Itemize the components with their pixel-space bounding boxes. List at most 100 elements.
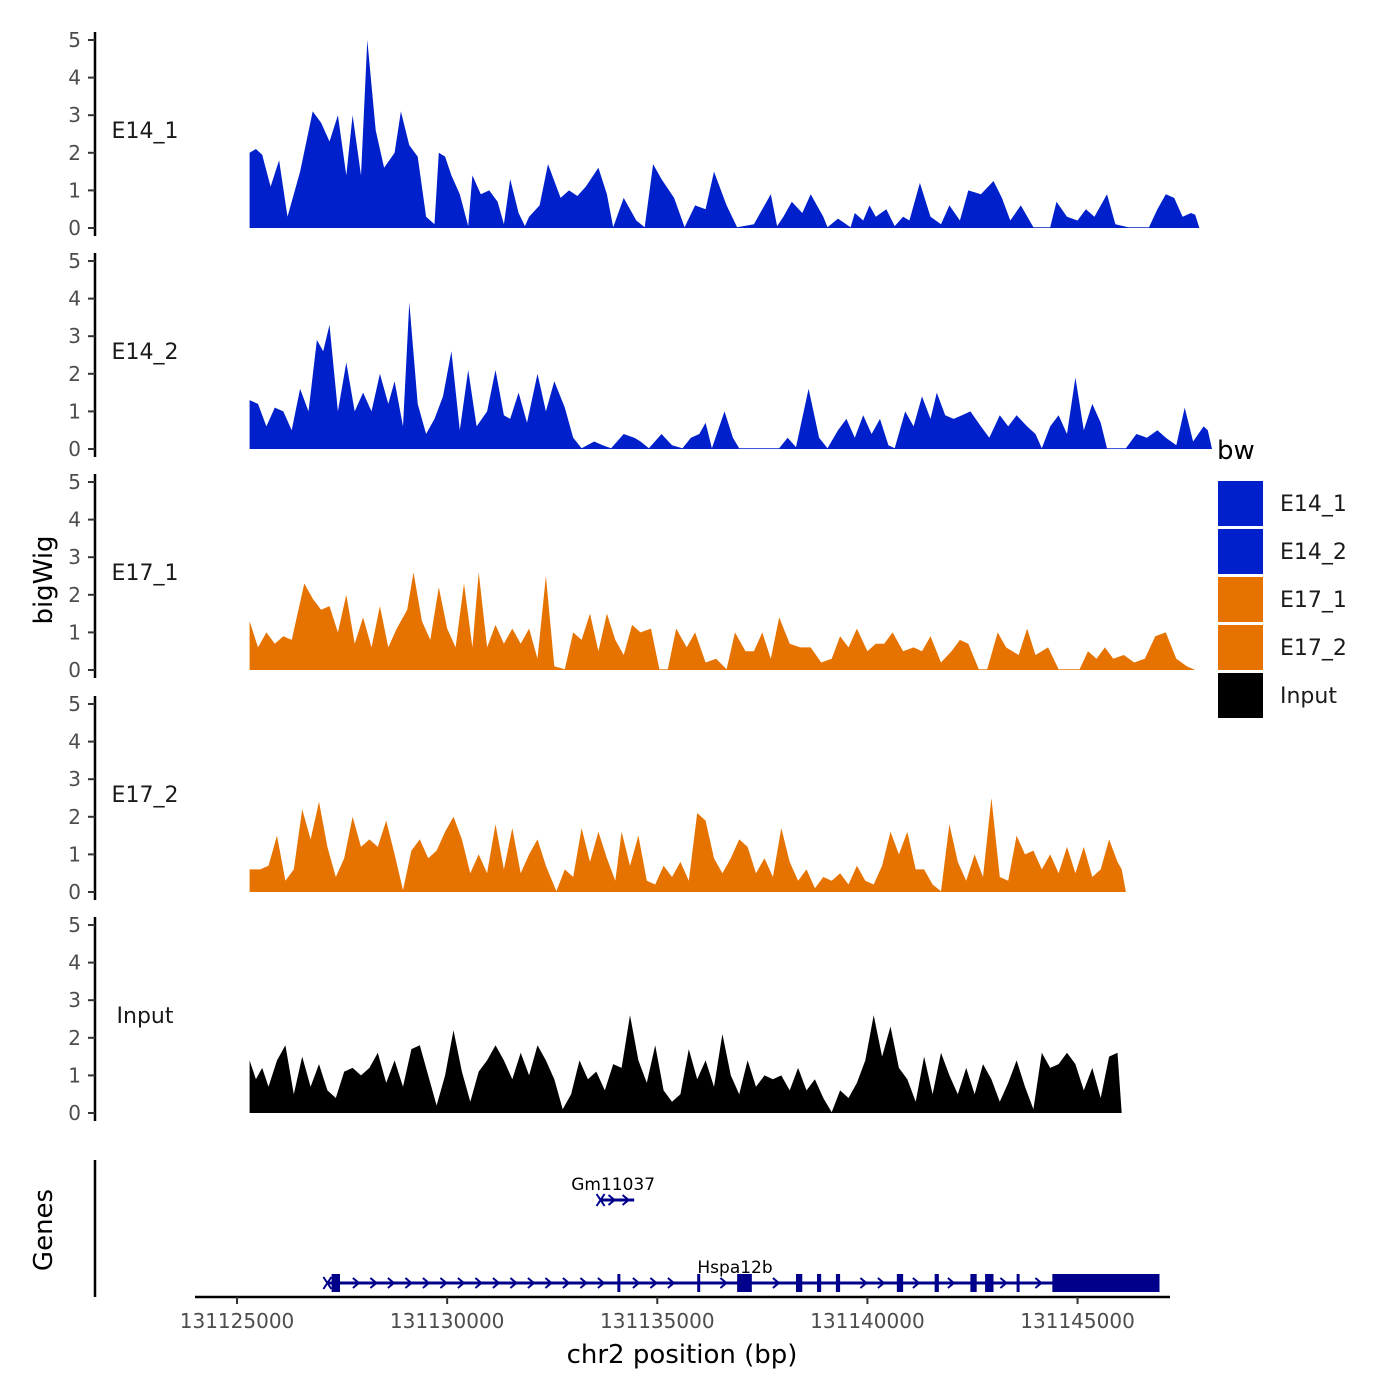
y-tick-label: 4 xyxy=(68,730,81,754)
y-tick-label: 3 xyxy=(68,988,81,1012)
strand-arrow xyxy=(719,1277,728,1289)
strand-arrow xyxy=(859,1277,868,1289)
track-e17-2: 0 1 2 3 4 5 E17_2 xyxy=(68,692,1126,904)
track-e17-1: 0 1 2 3 4 5 E17_1 xyxy=(68,470,1196,682)
strand-arrow xyxy=(562,1277,571,1289)
legend-label: E17_2 xyxy=(1280,636,1347,661)
strand-arrow xyxy=(492,1277,501,1289)
strand-arrow xyxy=(912,1277,921,1289)
strand-arrow xyxy=(1034,1277,1043,1289)
track-label: E14_2 xyxy=(112,340,179,365)
y-tick-label: 5 xyxy=(68,470,81,494)
legend-entry-E17_1: E17_1 xyxy=(1218,577,1347,622)
y-tick-label: 2 xyxy=(68,583,81,607)
y-tick-label: 4 xyxy=(68,287,81,311)
gene-exon xyxy=(697,1274,701,1292)
legend: bw E14_1 E14_2 E17_1 E17_2 Input xyxy=(1217,436,1347,718)
track-e14-1: 0 1 2 3 4 5 E14_1 xyxy=(68,28,1200,240)
strand-arrow xyxy=(352,1277,361,1289)
legend-swatch xyxy=(1218,625,1263,670)
y-tick-label: 4 xyxy=(68,508,81,532)
track-input: 0 1 2 3 4 5 Input xyxy=(68,913,1122,1125)
y-tick-label: 4 xyxy=(68,951,81,975)
legend-entry-E17_2: E17_2 xyxy=(1218,625,1347,670)
strand-arrow xyxy=(877,1277,886,1289)
y-tick-label: 2 xyxy=(68,141,81,165)
gene-exon xyxy=(617,1274,621,1292)
y-tick-label: 2 xyxy=(68,362,81,386)
track-label: Input xyxy=(117,1004,174,1029)
gene-exon xyxy=(331,1274,340,1292)
legend-label: Input xyxy=(1280,684,1337,709)
track-panels: 0 1 2 3 4 5 E14_1 0 1 2 3 4 5 E14_2 0 1 2 3 4 5 E17_1 0 1 2 3 4 5 E… xyxy=(68,28,1213,1125)
strand-arrow xyxy=(999,1277,1008,1289)
y-tick-label: 1 xyxy=(68,178,81,202)
strand-arrow xyxy=(632,1277,641,1289)
y-tick-label: 5 xyxy=(68,692,81,716)
gene-exon xyxy=(970,1274,977,1292)
strand-arrow xyxy=(439,1277,448,1289)
strand-arrow xyxy=(527,1277,536,1289)
gene-exon xyxy=(737,1274,752,1292)
strand-arrow xyxy=(509,1277,518,1289)
strand-arrow xyxy=(544,1277,553,1289)
gene-exon xyxy=(795,1274,803,1292)
gene-exon xyxy=(1016,1274,1020,1292)
gene-exon xyxy=(896,1274,904,1292)
strand-arrow xyxy=(607,1194,617,1206)
gene-Hspa12b: Hspa12b xyxy=(322,1258,1160,1292)
y-tick-label: 0 xyxy=(68,437,81,461)
y-axis-title: bigWig xyxy=(29,535,59,624)
y-tick-label: 3 xyxy=(68,545,81,569)
genes-axis-title: Genes xyxy=(29,1189,59,1271)
y-tick-label: 0 xyxy=(68,880,81,904)
y-tick-label: 1 xyxy=(68,620,81,644)
legend-label: E14_1 xyxy=(1280,492,1347,517)
y-tick-label: 5 xyxy=(68,913,81,937)
y-tick-label: 0 xyxy=(68,1101,81,1125)
track-e14-2: 0 1 2 3 4 5 E14_2 xyxy=(68,249,1213,461)
strand-arrow xyxy=(667,1277,676,1289)
strand-arrow xyxy=(597,1277,606,1289)
track-label: E17_2 xyxy=(112,783,179,808)
legend-swatch xyxy=(1218,529,1263,574)
y-tick-label: 0 xyxy=(68,658,81,682)
strand-arrow xyxy=(387,1277,396,1289)
signal-area-E17_2 xyxy=(249,798,1126,892)
legend-swatch xyxy=(1218,481,1263,526)
gene-exon xyxy=(934,1274,939,1292)
y-tick-label: 2 xyxy=(68,805,81,829)
x-tick-label: 131140000 xyxy=(810,1309,925,1333)
legend-entry-E14_1: E14_1 xyxy=(1218,481,1347,526)
gene-exon xyxy=(835,1274,841,1292)
gene-Gm11037: Gm11037 xyxy=(571,1175,655,1207)
gene-exon xyxy=(985,1274,994,1292)
y-tick-label: 3 xyxy=(68,767,81,791)
legend-label: E14_2 xyxy=(1280,540,1347,565)
signal-area-Input xyxy=(249,1015,1122,1113)
gene-start-mark xyxy=(322,1276,333,1290)
strand-arrow xyxy=(474,1277,483,1289)
signal-area-E14_2 xyxy=(249,302,1213,449)
y-tick-label: 3 xyxy=(68,324,81,348)
gene-start-mark xyxy=(595,1193,606,1207)
gene-exon xyxy=(816,1274,822,1292)
legend-entry-E14_2: E14_2 xyxy=(1218,529,1347,574)
y-tick-label: 0 xyxy=(68,216,81,240)
strand-arrow xyxy=(457,1277,466,1289)
y-tick-label: 3 xyxy=(68,103,81,127)
x-tick-label: 131145000 xyxy=(1020,1309,1135,1333)
y-tick-label: 4 xyxy=(68,66,81,90)
x-tick-label: 131135000 xyxy=(600,1309,715,1333)
legend-title: bw xyxy=(1217,436,1255,466)
track-label: E14_1 xyxy=(112,119,179,144)
strand-arrow xyxy=(369,1277,378,1289)
x-axis-title: chr2 position (bp) xyxy=(567,1340,798,1370)
y-tick-label: 5 xyxy=(68,28,81,52)
y-tick-label: 1 xyxy=(68,842,81,866)
strand-arrow xyxy=(947,1277,956,1289)
strand-arrow xyxy=(772,1277,781,1289)
track-label: E17_1 xyxy=(112,561,179,586)
legend-swatch xyxy=(1218,673,1263,718)
